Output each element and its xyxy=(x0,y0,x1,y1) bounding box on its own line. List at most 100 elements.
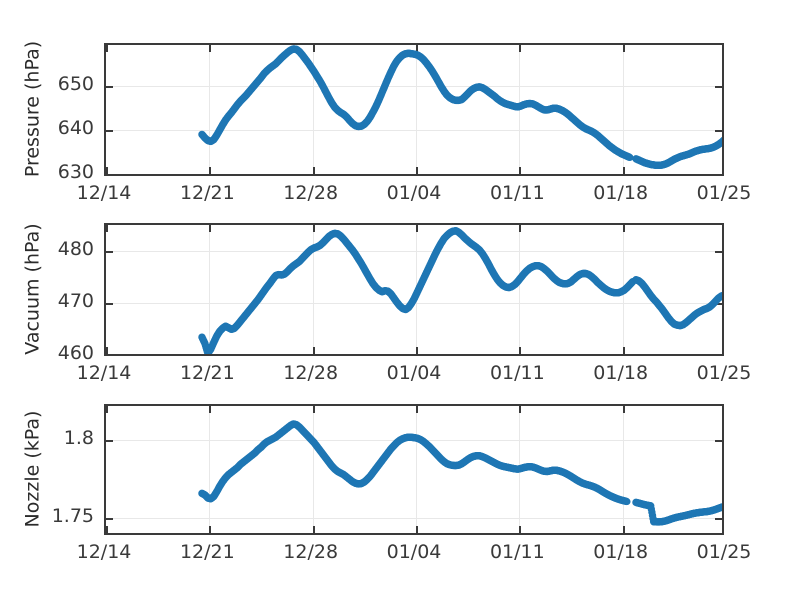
x-tick-label: 12/28 xyxy=(283,182,339,204)
data-series xyxy=(198,420,631,506)
x-tick-label: 01/18 xyxy=(593,362,649,384)
x-tick-label: 12/14 xyxy=(76,182,132,204)
x-tick-mark-bottom xyxy=(519,347,521,354)
x-tick-mark-bottom xyxy=(209,526,211,533)
x-tick-mark-bottom xyxy=(106,167,108,174)
x-tick-mark-bottom xyxy=(416,347,418,354)
series-layer-2 xyxy=(198,420,722,526)
x-tick-mark-bottom xyxy=(416,526,418,533)
x-tick-mark-bottom xyxy=(209,167,211,174)
x-gridline xyxy=(313,45,314,174)
x-tick-label: 01/04 xyxy=(386,362,442,384)
y-tick-mark-right xyxy=(715,355,722,356)
y-tick-mark xyxy=(106,130,113,132)
x-tick-mark-top xyxy=(209,225,211,232)
x-tick-mark-top xyxy=(519,406,521,413)
x-tick-label: 01/11 xyxy=(489,541,545,563)
y-tick-mark-right xyxy=(715,303,722,305)
y-tick-label: 480 xyxy=(57,238,94,261)
x-tick-label: 12/21 xyxy=(179,362,235,384)
x-tick-label: 01/25 xyxy=(696,182,752,204)
x-tick-mark-top xyxy=(623,45,625,52)
x-tick-label: 12/14 xyxy=(76,362,132,384)
x-tick-mark-bottom xyxy=(519,526,521,533)
x-tick-label: 01/25 xyxy=(696,362,752,384)
x-gridline xyxy=(209,225,210,354)
x-tick-label: 12/21 xyxy=(179,182,235,204)
x-tick-mark-top xyxy=(416,45,418,52)
y-tick-label: 630 xyxy=(57,160,94,183)
x-tick-mark-bottom xyxy=(416,167,418,174)
y-tick-mark-right xyxy=(715,251,722,253)
x-tick-mark-top xyxy=(106,406,108,413)
x-tick-label: 01/18 xyxy=(593,541,649,563)
series-layer-0 xyxy=(198,45,722,170)
y-tick-mark-right xyxy=(715,440,722,442)
x-tick-label: 12/28 xyxy=(283,541,339,563)
x-tick-mark-top xyxy=(416,225,418,232)
y-tick-label: 460 xyxy=(57,342,94,365)
y-tick-mark xyxy=(106,174,113,176)
y-tick-label: 650 xyxy=(57,73,94,96)
y-gridline xyxy=(106,355,722,356)
y-gridline xyxy=(106,130,722,131)
x-tick-mark-top xyxy=(623,406,625,413)
x-gridline xyxy=(416,45,417,174)
x-tick-label: 01/18 xyxy=(593,182,649,204)
y-tick-label: 1.75 xyxy=(51,504,94,527)
y-tick-mark-right xyxy=(715,86,722,88)
plot-area-1 xyxy=(104,223,724,356)
data-series xyxy=(632,276,722,330)
x-tick-label: 01/25 xyxy=(696,541,752,563)
y-gridline xyxy=(106,174,722,175)
x-tick-mark-top xyxy=(519,225,521,232)
x-gridline xyxy=(209,406,210,533)
data-series xyxy=(198,227,637,354)
x-tick-mark-top xyxy=(623,225,625,232)
y-tick-mark-right xyxy=(715,130,722,132)
data-series xyxy=(632,136,722,170)
x-gridline xyxy=(416,406,417,533)
y-tick-mark xyxy=(106,251,113,253)
y-gridline xyxy=(106,86,722,87)
x-tick-mark-top xyxy=(106,45,108,52)
data-series xyxy=(632,498,722,526)
x-tick-mark-top xyxy=(313,225,315,232)
x-tick-label: 01/11 xyxy=(489,182,545,204)
x-tick-mark-bottom xyxy=(623,167,625,174)
series-layer-1 xyxy=(198,227,722,354)
y-gridline xyxy=(106,518,722,519)
y-tick-mark-right xyxy=(715,174,722,176)
x-tick-mark-top xyxy=(313,45,315,52)
y-axis-label: Nozzle (kPa) xyxy=(21,410,43,527)
x-tick-label: 12/21 xyxy=(179,541,235,563)
x-gridline xyxy=(209,45,210,174)
x-gridline xyxy=(623,45,624,174)
x-tick-mark-top xyxy=(209,45,211,52)
y-tick-mark xyxy=(106,355,113,356)
y-tick-label: 470 xyxy=(57,290,94,313)
x-tick-mark-bottom xyxy=(313,167,315,174)
x-tick-label: 12/14 xyxy=(76,541,132,563)
x-tick-mark-bottom xyxy=(313,347,315,354)
y-tick-label: 640 xyxy=(57,117,94,140)
x-tick-label: 12/28 xyxy=(283,362,339,384)
x-tick-mark-bottom xyxy=(106,347,108,354)
x-tick-mark-bottom xyxy=(313,526,315,533)
x-tick-mark-bottom xyxy=(519,167,521,174)
y-tick-label: 1.8 xyxy=(63,426,94,449)
y-tick-mark xyxy=(106,518,113,520)
x-tick-mark-top xyxy=(209,406,211,413)
x-gridline xyxy=(519,225,520,354)
plot-area-0 xyxy=(104,43,724,176)
x-tick-mark-top xyxy=(313,406,315,413)
y-tick-mark xyxy=(106,440,113,442)
x-tick-label: 01/11 xyxy=(489,362,545,384)
x-tick-label: 01/04 xyxy=(386,182,442,204)
y-gridline xyxy=(106,251,722,252)
x-tick-mark-bottom xyxy=(106,526,108,533)
y-tick-mark xyxy=(106,86,113,88)
data-series xyxy=(198,45,634,161)
x-tick-mark-top xyxy=(519,45,521,52)
